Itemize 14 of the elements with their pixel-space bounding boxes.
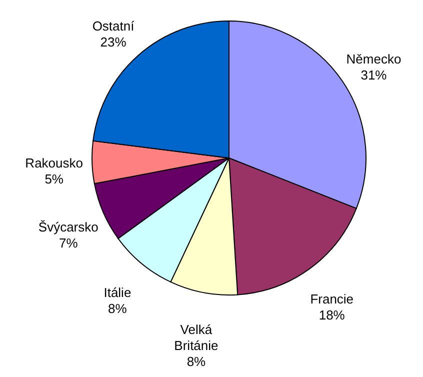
data-label: 5% [44,171,64,186]
slice-label: Itálie [104,284,132,300]
data-label: 7% [58,236,78,250]
slice-label: Francie [310,292,354,307]
slice-label: Německo [346,52,402,67]
slice-label: Velká Británie [174,322,218,353]
data-label: 8% [108,300,128,316]
slice-label: Švýcarsko [38,220,98,234]
data-label: 31% [360,68,388,83]
slice-label: Rakousko [25,155,83,170]
data-label: 8% [186,354,206,369]
slice-label: Ostatní [92,18,135,34]
data-label: 23% [100,34,127,50]
data-label: 18% [318,308,346,323]
